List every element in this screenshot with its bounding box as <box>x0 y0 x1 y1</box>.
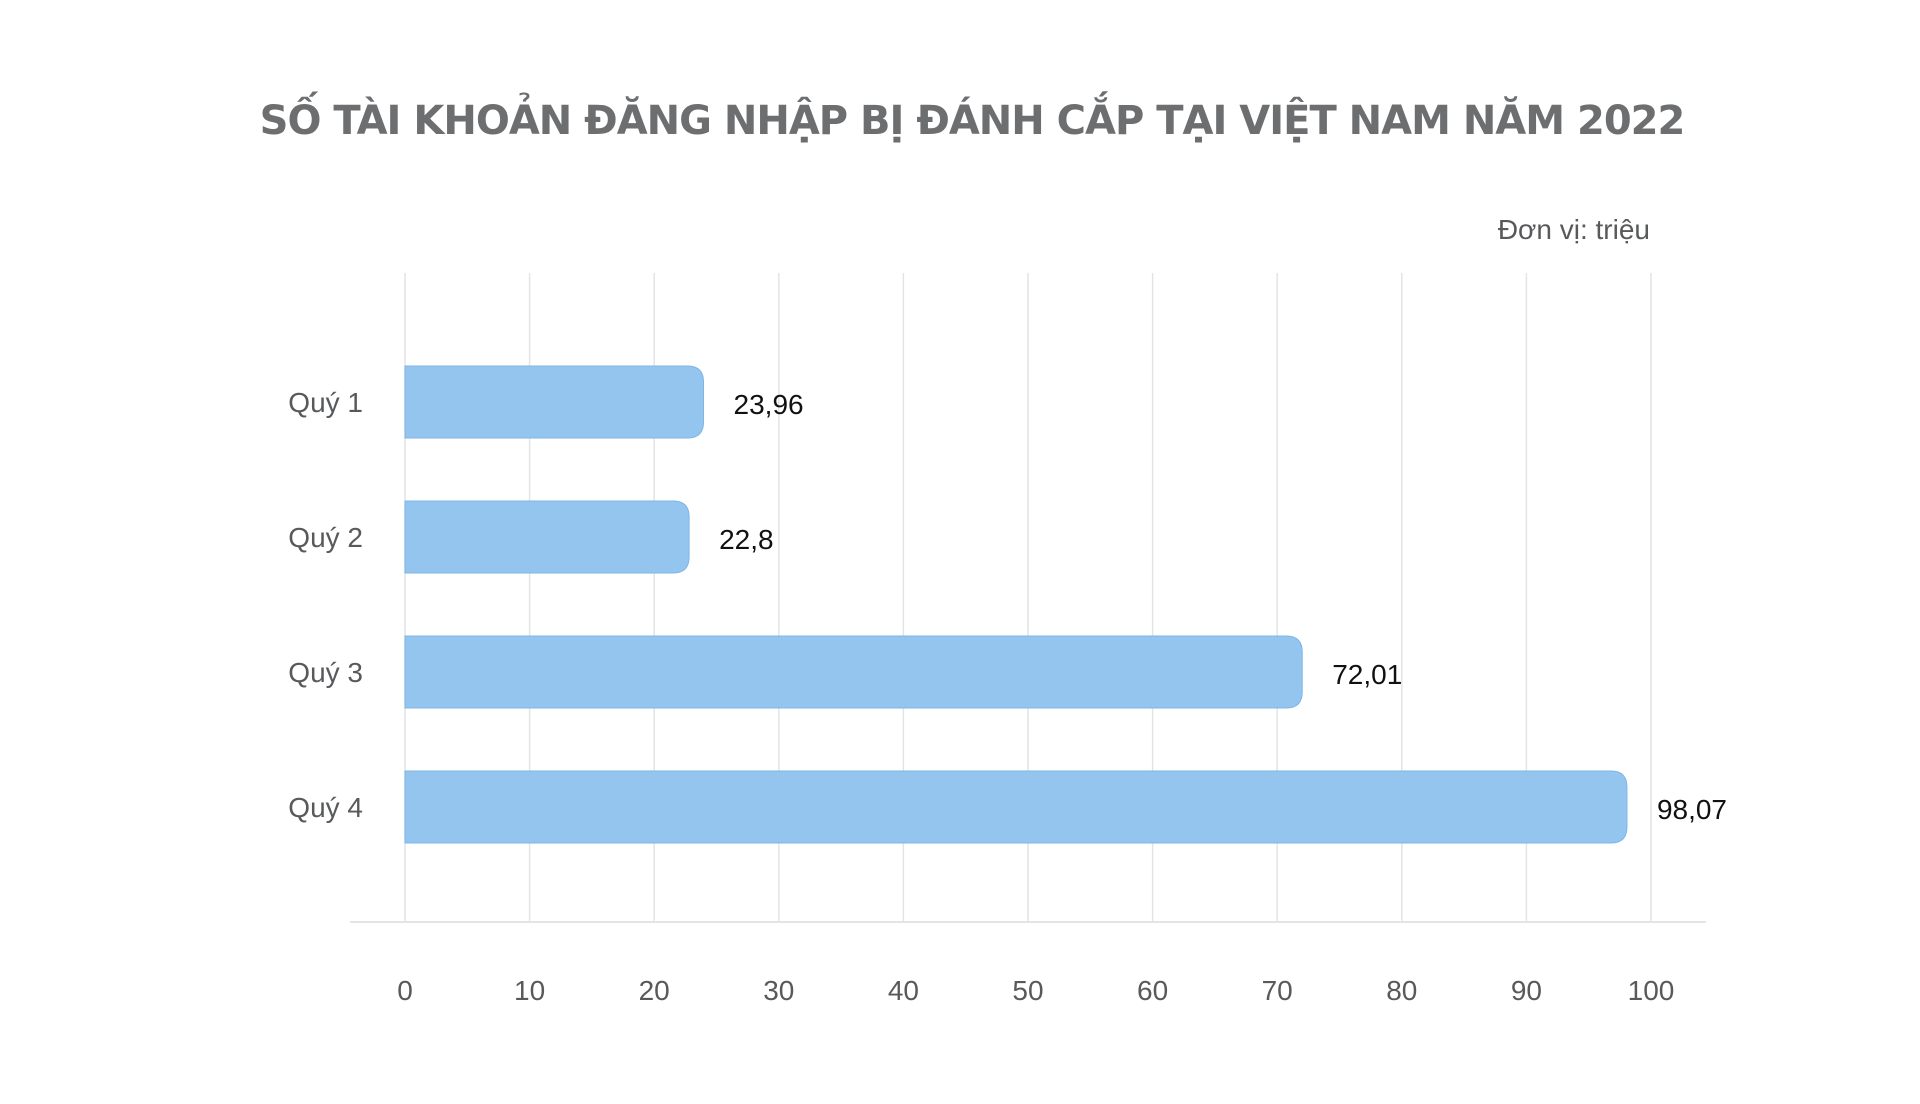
category-label: Quý 4 <box>288 792 363 823</box>
labels: 0 10 20 30 40 50 60 70 80 90 100 Quý 1 23,96 Quý 2 22,… <box>288 387 1727 1006</box>
data-label: 72,01 <box>1332 659 1402 690</box>
bar <box>404 635 1303 709</box>
x-tick-label: 0 <box>397 975 413 1006</box>
chart-title: SỐ TÀI KHOẢN ĐĂNG NHẬP BỊ ĐÁNH CẮP TẠI V… <box>260 90 1685 144</box>
data-label: 23,96 <box>734 389 804 420</box>
bar <box>404 770 1628 844</box>
x-tick-label: 90 <box>1511 975 1542 1006</box>
bars <box>404 365 1628 844</box>
x-tick-label: 100 <box>1628 975 1675 1006</box>
x-tick-label: 20 <box>639 975 670 1006</box>
x-tick-label: 10 <box>514 975 545 1006</box>
x-tick-label: 40 <box>888 975 919 1006</box>
data-label: 22,8 <box>719 524 774 555</box>
bar <box>404 365 705 439</box>
data-label: 98,07 <box>1657 794 1727 825</box>
x-tick-label: 50 <box>1012 975 1043 1006</box>
x-tick-label: 70 <box>1262 975 1293 1006</box>
category-label: Quý 1 <box>288 387 363 418</box>
category-label: Quý 2 <box>288 522 363 553</box>
x-tick-label: 80 <box>1386 975 1417 1006</box>
bar <box>404 500 690 574</box>
x-tick-label: 60 <box>1137 975 1168 1006</box>
x-tick-label: 30 <box>763 975 794 1006</box>
category-label: Quý 3 <box>288 657 363 688</box>
unit-label: Đơn vị: triệu <box>1498 214 1650 245</box>
